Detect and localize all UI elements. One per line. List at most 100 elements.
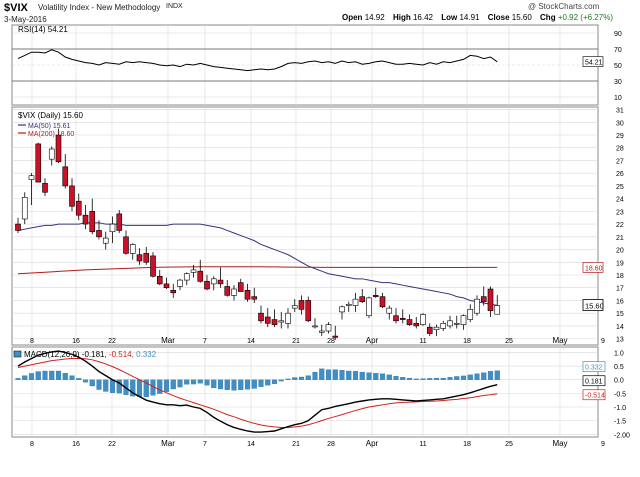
macd-histogram-bar: [400, 377, 406, 380]
macd-xtick-label: 28: [327, 441, 335, 448]
candle-body-up: [447, 320, 453, 327]
candle-body-down: [298, 300, 305, 310]
price-xtick-label: 28: [327, 338, 335, 345]
candle-body-down: [150, 255, 156, 277]
chart-symbol: $VIX: [4, 2, 28, 14]
candle-body-down: [399, 317, 406, 320]
candle-body-up: [129, 244, 136, 254]
rsi-line: [17, 49, 498, 72]
candle-body-up: [386, 307, 393, 314]
macd-histogram-bar: [82, 379, 89, 383]
macd-histogram-bar: [379, 373, 386, 380]
macd-histogram-bar: [494, 370, 500, 380]
candle-body-down: [89, 211, 96, 233]
candle: [55, 128, 62, 163]
macd-histogram-bar: [285, 378, 291, 380]
macd-histogram-bar: [96, 379, 102, 390]
macd-histogram-bar: [481, 372, 487, 380]
candle-body-down: [264, 316, 271, 324]
price-xtick-label: 8: [30, 338, 34, 345]
candle: [69, 178, 75, 212]
open-value: 14.92: [364, 13, 385, 22]
price-panel-frame: [11, 106, 599, 346]
price-ytick-label: 25: [616, 184, 624, 191]
macd-histogram-bar: [55, 370, 62, 380]
macd-histogram-bar: [454, 376, 460, 380]
price-ytick-label: 22: [616, 222, 624, 229]
macd-histogram-bar: [211, 379, 217, 389]
macd-xtick-label: 25: [505, 441, 513, 448]
candle-body-up: [28, 175, 35, 180]
price-ytick-label: 16: [616, 298, 624, 305]
candle: [494, 295, 501, 315]
stockcharts-credit: @ StockCharts.com: [528, 2, 600, 11]
macd-xtick-label: 22: [108, 441, 116, 448]
low-value: 14.91: [459, 13, 480, 22]
candle-body-up: [325, 324, 332, 332]
candle: [251, 287, 258, 303]
macd-histogram-bar: [339, 370, 345, 380]
macd-xtick-label: 16: [72, 441, 80, 448]
price-ytick-label: 28: [616, 146, 624, 153]
macd-histogram-bar: [197, 379, 203, 384]
candle: [258, 305, 264, 324]
candle-body-down: [156, 275, 163, 285]
rsi-ytick-label: 30: [614, 79, 622, 86]
candle-body-up: [183, 273, 190, 281]
price-ytick-label: 21: [616, 235, 624, 242]
candle: [318, 324, 325, 337]
macd-line-tag-box: [582, 375, 606, 387]
rsi-panel-label: RSI(14) 54.21: [18, 25, 68, 34]
price-panel-label: $VIX (Daily) 15.60: [18, 111, 83, 120]
candle-body-up: [352, 298, 359, 306]
close-last-value-tag: [582, 299, 604, 311]
macd-histogram-bar: [433, 377, 440, 380]
price-ytick-label: 30: [616, 120, 624, 127]
candle-body-down: [35, 143, 42, 183]
candle: [474, 295, 480, 316]
candle-body-down: [96, 230, 102, 238]
macd-xtick-label: 8: [30, 441, 34, 448]
candle-body-up: [440, 323, 447, 329]
candle-body-up: [318, 330, 325, 333]
candle-body-down: [55, 134, 62, 163]
macd-xtick-label: 21: [292, 441, 300, 448]
candle: [75, 193, 82, 221]
macd-histogram-bar: [143, 379, 149, 398]
candle-body-up: [109, 223, 116, 233]
rsi-last-value-box: [582, 56, 604, 67]
ma200-last-value-tag: [582, 262, 604, 273]
candle-body-up: [453, 323, 460, 325]
macd-hist-tag-text: 0.332: [585, 365, 603, 372]
candle: [244, 283, 251, 302]
candle-body-down: [359, 296, 366, 303]
candle: [136, 248, 143, 265]
macd-histogram-bar: [373, 373, 379, 380]
candle: [231, 285, 237, 301]
candle: [96, 220, 102, 240]
candle: [163, 277, 170, 289]
macd-hist-tag-box: [582, 361, 606, 373]
macd-histogram-bar: [258, 379, 264, 387]
high-label: High: [392, 13, 411, 22]
candle-body-up: [177, 279, 183, 287]
macd-histogram-bar: [292, 377, 298, 380]
candle: [89, 198, 96, 235]
macd-histogram-bar: [271, 379, 278, 384]
candle: [379, 292, 386, 309]
candle-body-up: [48, 148, 55, 160]
rsi-ytick-label: 90: [614, 31, 622, 38]
candle-body-down: [42, 183, 48, 193]
macd-ytick-label: -2.00: [614, 432, 630, 439]
price-ytick-label: 24: [616, 197, 624, 204]
price-xtick-label: 16: [72, 338, 80, 345]
macd-histogram-bar: [130, 379, 136, 397]
change-label: Chg: [540, 13, 556, 22]
candle-body-down: [204, 281, 210, 290]
candle-body-down: [69, 185, 75, 207]
macd-histogram-bar: [28, 373, 35, 380]
candle: [298, 295, 305, 315]
price-xtick-label: 14: [247, 338, 255, 345]
candle-body-down: [136, 254, 143, 262]
price-ytick-label: 18: [616, 273, 624, 280]
